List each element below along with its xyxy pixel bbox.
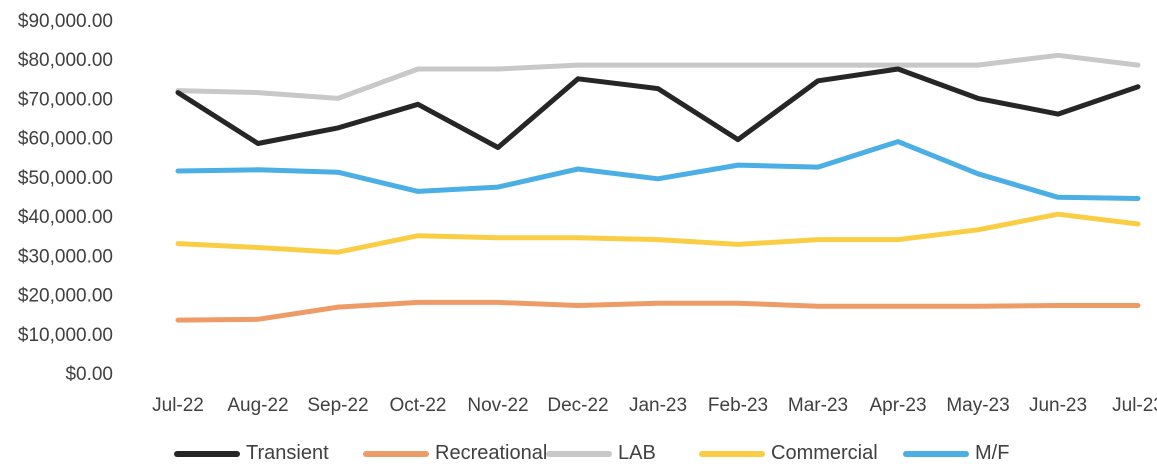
y-tick-label: $10,000.00	[18, 325, 113, 346]
x-tick-label: Aug-22	[227, 395, 288, 416]
x-tick-label: Jul-23	[1112, 395, 1157, 416]
legend-item: LAB	[546, 440, 656, 467]
y-tick-label: $80,000.00	[18, 50, 113, 71]
legend-item: M/F	[903, 440, 1009, 467]
x-tick-label: Oct-22	[389, 395, 446, 416]
legend-swatch	[699, 450, 765, 457]
legend-label: Recreational	[435, 442, 548, 464]
series-lines	[175, 52, 1141, 323]
y-tick-label: $20,000.00	[18, 286, 113, 307]
legend-swatch	[363, 450, 429, 457]
x-tick-label: May-23	[946, 395, 1009, 416]
legend-swatch	[174, 450, 240, 457]
y-axis: $0.00 $10,000.00 $20,000.00 $30,000.00 $40,0…	[18, 11, 113, 385]
y-tick-label: $30,000.00	[18, 246, 113, 267]
x-tick-label: Sep-22	[307, 395, 368, 416]
legend-label: Commercial	[771, 442, 878, 464]
legend: Transient Recreational LAB Commercial M/F	[0, 440, 1157, 467]
series-line-m-f	[175, 139, 1141, 201]
legend-label: M/F	[975, 442, 1010, 464]
x-tick-label: Jul-22	[152, 395, 204, 416]
series-line-lab	[175, 52, 1141, 101]
series-line-transient	[175, 66, 1141, 150]
x-tick-label: Feb-23	[708, 395, 768, 416]
legend-item: Recreational	[363, 440, 547, 467]
line-chart: $0.00 $10,000.00 $20,000.00 $30,000.00 $40,0…	[18, 11, 1157, 416]
x-tick-label: Jan-23	[629, 395, 687, 416]
legend-item: Transient	[174, 440, 329, 467]
x-tick-label: Dec-22	[547, 395, 608, 416]
y-tick-label: $0.00	[65, 364, 113, 385]
y-tick-label: $60,000.00	[18, 129, 113, 150]
x-tick-label: Jun-23	[1029, 395, 1087, 416]
y-tick-label: $40,000.00	[18, 207, 113, 228]
x-tick-label: Nov-22	[467, 395, 528, 416]
legend-item: Commercial	[699, 440, 878, 467]
series-line-recreational	[175, 299, 1141, 323]
y-tick-label: $70,000.00	[18, 89, 113, 110]
series-line-commercial	[175, 211, 1141, 255]
legend-label: Transient	[246, 442, 329, 464]
legend-label: LAB	[618, 442, 656, 464]
legend-swatch	[546, 450, 612, 457]
x-axis: Jul-22 Aug-22 Sep-22 Oct-22 Nov-22 Dec-22 Jan-…	[152, 395, 1157, 416]
y-tick-label: $50,000.00	[18, 168, 113, 189]
legend-swatch	[903, 450, 969, 457]
x-tick-label: Apr-23	[869, 395, 926, 416]
y-tick-label: $90,000.00	[18, 11, 113, 32]
x-tick-label: Mar-23	[788, 395, 848, 416]
